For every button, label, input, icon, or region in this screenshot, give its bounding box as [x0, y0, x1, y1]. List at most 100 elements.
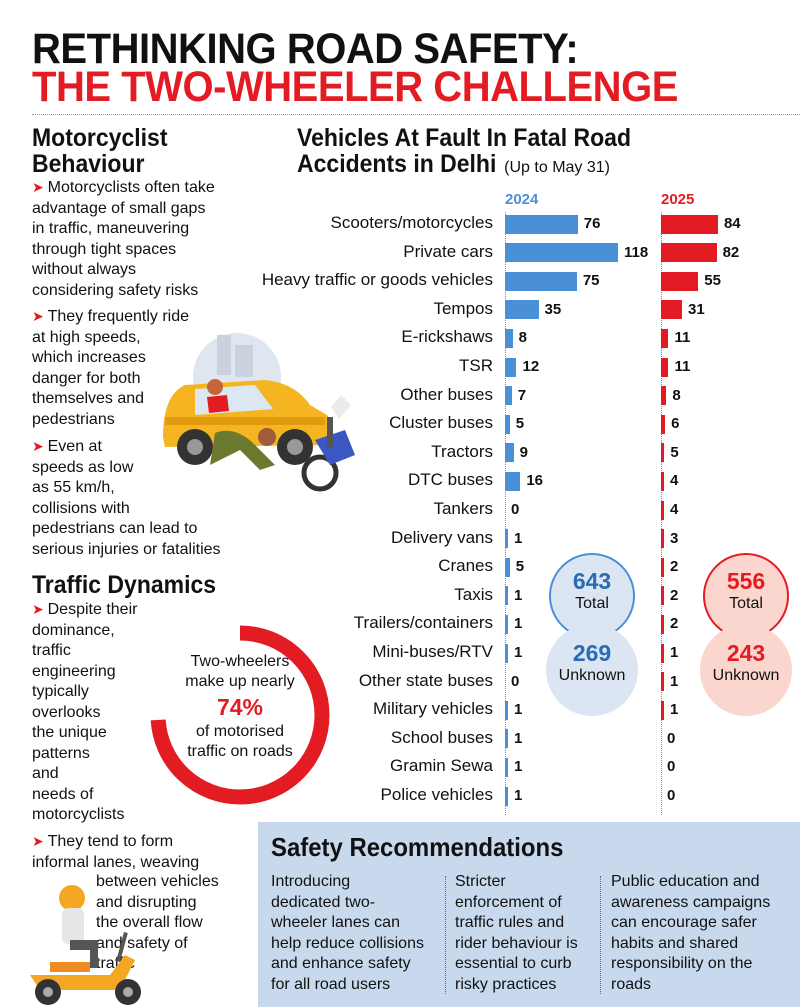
value-label-2024: 1: [514, 787, 523, 804]
value-label-2024: 76: [583, 215, 601, 232]
text-line: serious injuries or fatalities: [32, 540, 221, 561]
bar-2024: [505, 586, 508, 606]
text-span: motorcyclists: [32, 806, 125, 823]
bar-2024: [505, 443, 514, 463]
text-span: between vehicles: [96, 873, 219, 890]
text-span: habits and shared: [611, 934, 739, 952]
bar-2025: [661, 443, 665, 463]
text-line: and: [32, 764, 137, 785]
bar-2024: [505, 757, 508, 777]
value-label-2024: 1: [514, 529, 523, 547]
text-span: Even at: [47, 438, 102, 455]
category-label: Police vehicles: [380, 785, 493, 804]
title-line-1: RETHINKING ROAD SAFETY:: [32, 25, 579, 73]
value-label-2024: 5: [515, 415, 525, 433]
ring-line-3: of motorised: [195, 723, 285, 740]
text-span: needs of: [32, 785, 94, 803]
text-span: as 55 km/h,: [32, 479, 115, 496]
text-span: and enhance safety: [271, 955, 411, 972]
text-span: serious injuries or fatalities: [32, 540, 221, 558]
chart-title-note: (Up to May 31): [504, 159, 610, 176]
text-line: traffic: [32, 641, 137, 662]
arrow-bullet-icon: ➤: [32, 179, 48, 195]
ring-line-1: Two-wheelers: [190, 653, 290, 670]
category-label: Cluster buses: [389, 413, 493, 433]
text-span: roads: [611, 975, 652, 993]
chart-title-line-2: Accidents in Delhi: [297, 150, 497, 178]
text-line: and enhance safety: [271, 954, 424, 975]
recommendations-heading: Safety Recommendations: [271, 832, 564, 862]
text-span: speeds as low: [32, 458, 134, 476]
value-label-2024: 1: [514, 758, 523, 776]
total-2024-value: 643: [572, 568, 612, 594]
category-label: Taxis: [454, 584, 493, 604]
arrow-bullet-icon: ➤: [32, 601, 48, 617]
text-span: the unique: [32, 724, 107, 741]
value-label-2024: 1: [514, 586, 523, 604]
text-span: wheeler lanes can: [271, 914, 400, 931]
text-line: help reduce collisions: [271, 934, 424, 955]
text-span: patterns: [32, 744, 90, 762]
text-span: Stricter: [455, 873, 506, 890]
category-label: TSR: [459, 356, 493, 375]
value-label-2025: 2: [670, 586, 679, 604]
bar-2024: [505, 529, 508, 549]
chart-title-line-1: Vehicles At Fault In Fatal Road: [297, 124, 632, 152]
text-span: Public education and: [611, 873, 760, 890]
bar-2024: [505, 414, 510, 434]
bar-2024: [505, 243, 618, 263]
text-line: traffic rules and: [455, 913, 578, 934]
title-line-2: THE TWO-WHEELER CHALLENGE: [32, 63, 678, 111]
category-label: Other state buses: [358, 670, 493, 690]
text-line: Stricter: [455, 872, 578, 893]
value-label-2025: 84: [723, 215, 741, 232]
recommendation-3: Public education and awareness campaigns c…: [611, 872, 770, 995]
text-line: awareness campaigns: [611, 893, 770, 914]
value-label-2024: 1: [514, 615, 523, 633]
text-span: the overall flow: [96, 914, 203, 931]
text-span: awareness campaigns: [611, 893, 771, 911]
text-line: responsibility on the: [611, 954, 770, 975]
text-span: and disrupting: [96, 893, 197, 911]
ring-percent: 74%: [216, 694, 264, 720]
text-span: through tight spaces: [32, 240, 177, 258]
text-span: and: [32, 765, 59, 782]
category-label: Tractors: [431, 441, 493, 461]
unknown-2025-circle: 243 Unknown: [700, 624, 792, 716]
unknown-2025-label: Unknown: [712, 667, 780, 684]
text-line: considering safety risks: [32, 281, 215, 302]
category-label: Military vehicles: [373, 699, 493, 719]
category-label: School buses: [390, 727, 493, 747]
value-label-2025: 6: [671, 415, 680, 433]
text-line: pedestrians: [32, 410, 189, 431]
rec-separator-2: [600, 876, 601, 994]
category-label: Mini-buses/RTV: [372, 642, 493, 661]
value-label-2025: 1: [670, 701, 679, 719]
value-label-2024: 1: [514, 729, 523, 747]
bar-2024: [505, 471, 521, 491]
category-label: Private cars: [403, 241, 493, 261]
text-span: at high speeds,: [32, 328, 141, 346]
text-line: the unique: [32, 723, 137, 744]
text-line: Introducing: [271, 872, 424, 893]
category-label: Heavy traffic or goods vehicles: [261, 270, 493, 290]
value-label-2025: 0: [667, 787, 676, 804]
category-label: Other buses: [400, 384, 493, 404]
bar-2024: [505, 700, 508, 720]
bar-2025: [661, 700, 664, 720]
text-span: considering safety risks: [32, 281, 199, 299]
text-line: ➤ They frequently ride: [32, 306, 189, 328]
category-label: DTC buses: [407, 470, 493, 490]
chart: 2024 2025 Scooters/motorcycles 76 84 Private …: [261, 191, 741, 815]
car-crash-illustration: [163, 333, 355, 492]
value-label-2025: 2: [670, 615, 679, 633]
text-span: They tend to form: [47, 833, 174, 850]
year-header-2025: 2025: [661, 191, 695, 208]
text-line: ➤ Even at: [32, 436, 221, 458]
bar-2025: [661, 214, 718, 234]
text-span: without always: [32, 261, 137, 278]
bar-2025: [661, 471, 664, 491]
category-label: Gramin Sewa: [390, 756, 493, 776]
bar-2025: [661, 643, 664, 663]
category-label: Delivery vans: [390, 527, 493, 547]
